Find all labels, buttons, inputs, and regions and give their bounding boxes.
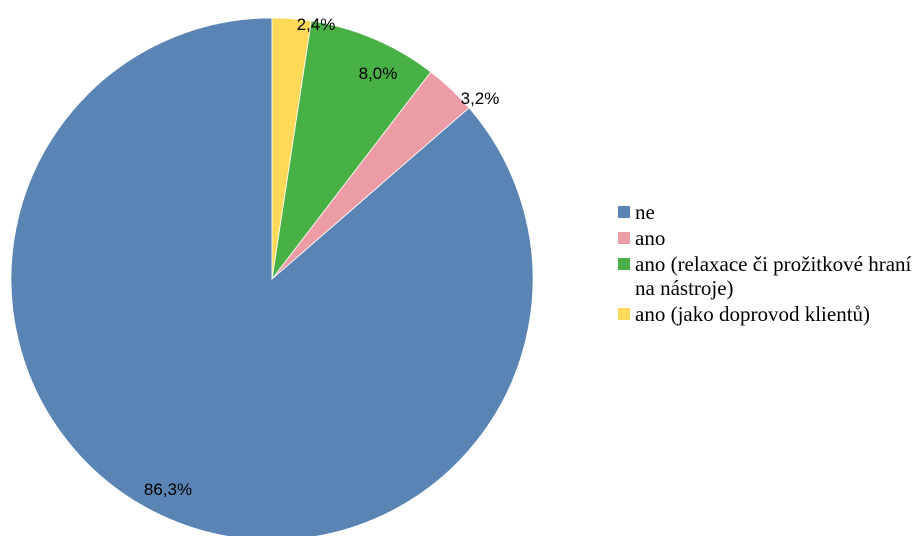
- pie-label-ano: 3,2%: [461, 89, 500, 108]
- pie-slice-ano-relaxace: [271, 20, 432, 280]
- legend-label-ne: ne: [635, 200, 655, 224]
- pie-label-ano-doprovod: 2,4%: [297, 15, 336, 34]
- legend-swatch-ne: [618, 206, 630, 218]
- legend-item-ano-doprovod: ano (jako doprovod klientů): [618, 302, 924, 326]
- legend-swatch-ano-doprovod: [618, 308, 630, 320]
- pie-slice-ano-doprovod: [271, 17, 312, 280]
- legend-swatch-ano: [618, 232, 630, 244]
- pie-label-ne: 86,3%: [144, 480, 192, 499]
- legend-label-ano-doprovod: ano (jako doprovod klientů): [635, 302, 871, 326]
- legend-item-ano: ano: [618, 226, 924, 250]
- legend-swatch-ano-relaxace: [618, 258, 630, 270]
- legend-item-ano-relaxace: ano (relaxace či prožitkové hraní na nás…: [618, 252, 924, 300]
- pie-slices: [10, 17, 534, 536]
- pie-label-ano-relaxace: 8,0%: [359, 64, 398, 83]
- pie-slice-ne: [10, 17, 534, 536]
- legend-item-ne: ne: [618, 200, 924, 224]
- legend-label-ano: ano: [635, 226, 666, 250]
- chart-legend: ne ano ano (relaxace či prožitkové hraní…: [618, 200, 924, 328]
- legend-label-ano-relaxace: ano (relaxace či prožitkové hraní na nás…: [635, 252, 912, 300]
- pie-slice-labels: 86,3% 3,2% 8,0% 2,4%: [144, 15, 499, 499]
